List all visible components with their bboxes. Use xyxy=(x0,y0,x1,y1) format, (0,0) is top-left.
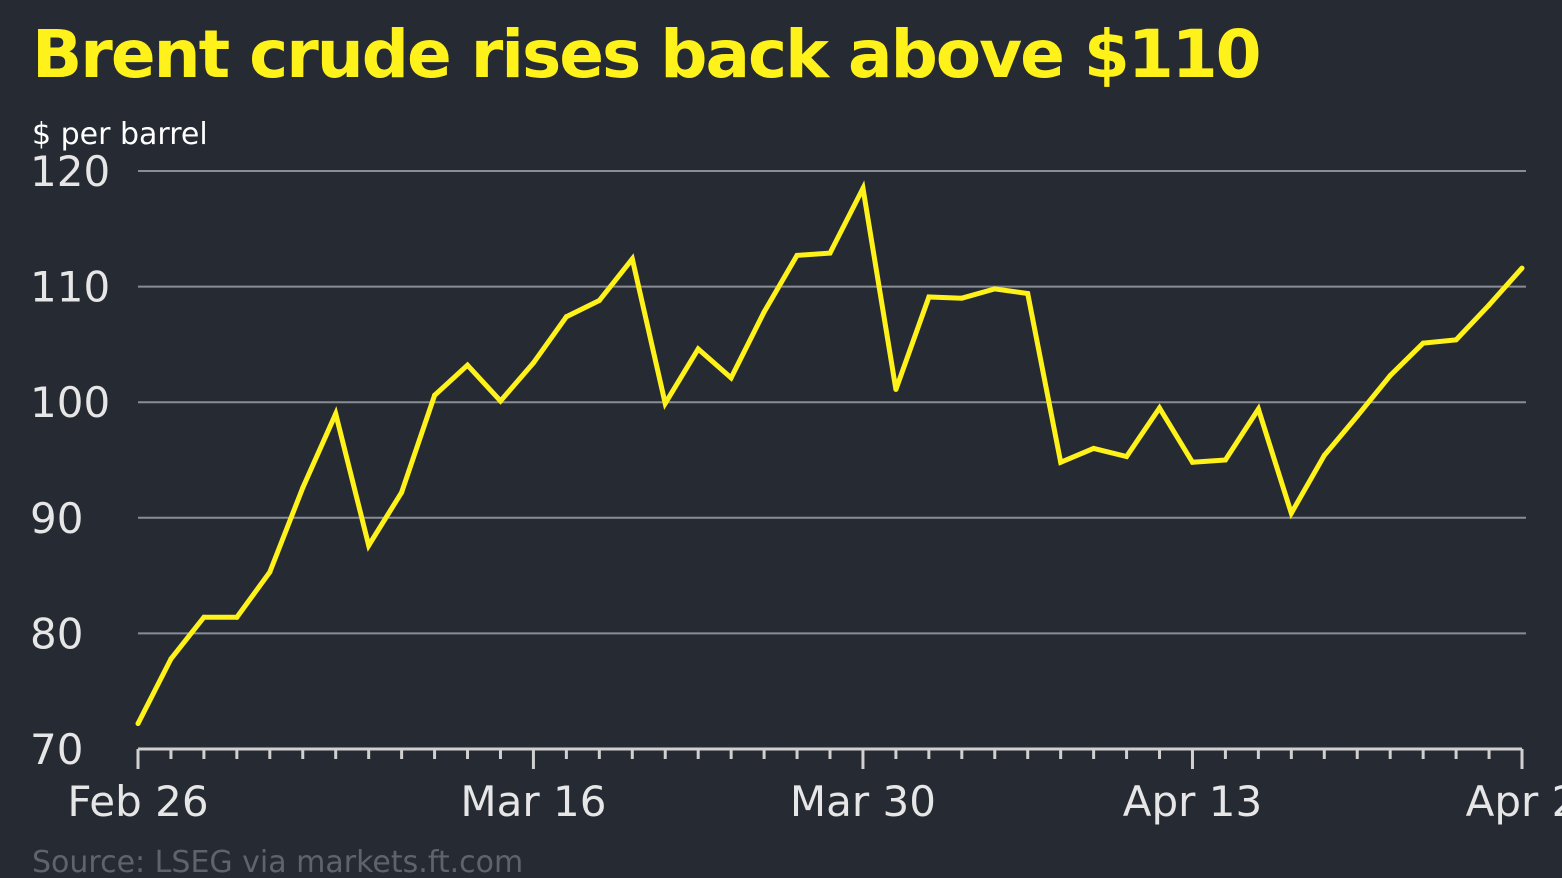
data-point xyxy=(333,411,339,417)
y-axis-unit-label: $ per barrel xyxy=(32,117,208,152)
data-point xyxy=(399,489,405,495)
data-point xyxy=(728,375,734,381)
data-point xyxy=(794,252,800,258)
x-tick-label: Mar 30 xyxy=(790,777,936,826)
series-group xyxy=(135,180,1525,727)
x-tick-label: Mar 16 xyxy=(460,777,606,826)
x-tick-label: Apr 2 xyxy=(1466,777,1562,826)
data-point xyxy=(1189,459,1195,465)
data-point xyxy=(1354,413,1360,419)
data-point xyxy=(1157,405,1163,411)
data-point xyxy=(1288,510,1294,516)
data-point xyxy=(300,485,306,491)
gridlines xyxy=(138,170,1526,635)
data-point xyxy=(1255,406,1261,412)
data-point xyxy=(201,614,207,620)
data-point xyxy=(695,346,701,352)
y-tick-label: 120 xyxy=(30,147,110,196)
data-point xyxy=(1453,337,1459,343)
data-point xyxy=(432,392,438,398)
data-point xyxy=(761,309,767,315)
data-point xyxy=(234,614,240,620)
data-point xyxy=(827,250,833,256)
data-point xyxy=(629,256,635,262)
data-point xyxy=(168,656,174,662)
data-point xyxy=(1420,340,1426,346)
source-note: Source: LSEG via markets.ft.com xyxy=(32,845,523,878)
y-tick-label: 80 xyxy=(30,609,83,658)
data-point xyxy=(596,297,602,303)
y-tick-label: 100 xyxy=(30,378,110,427)
data-point xyxy=(1486,302,1492,308)
data-point xyxy=(135,721,141,727)
x-tick-label: Apr 13 xyxy=(1123,777,1262,826)
y-tick-label: 70 xyxy=(30,725,83,774)
data-point xyxy=(992,286,998,292)
y-tick-label: 90 xyxy=(30,494,83,543)
data-point xyxy=(563,314,569,320)
data-point xyxy=(366,543,372,549)
data-point xyxy=(267,569,273,575)
chart-title: Brent crude rises back above $110 xyxy=(32,16,1262,93)
data-point xyxy=(1058,459,1064,465)
x-axis: Feb 26 Mar 16 Mar 30 Apr 13 Apr 2 xyxy=(67,747,1562,826)
data-point xyxy=(1124,454,1130,460)
data-point xyxy=(1519,265,1525,271)
data-point xyxy=(1025,291,1031,297)
y-axis-ticks: 120 110 100 90 80 70 xyxy=(30,147,110,774)
data-point xyxy=(959,295,965,301)
series-line-0 xyxy=(135,180,1524,725)
data-point xyxy=(1387,373,1393,379)
data-point xyxy=(1222,457,1228,463)
data-point xyxy=(465,362,471,368)
data-point xyxy=(926,294,932,300)
y-tick-label: 110 xyxy=(30,263,110,312)
data-point xyxy=(860,185,866,191)
data-point xyxy=(497,398,503,404)
data-point xyxy=(662,400,668,406)
x-tick-label: Feb 26 xyxy=(67,777,208,826)
data-point xyxy=(530,360,536,366)
data-point xyxy=(1321,452,1327,458)
data-point xyxy=(1091,445,1097,451)
data-point xyxy=(893,386,899,392)
